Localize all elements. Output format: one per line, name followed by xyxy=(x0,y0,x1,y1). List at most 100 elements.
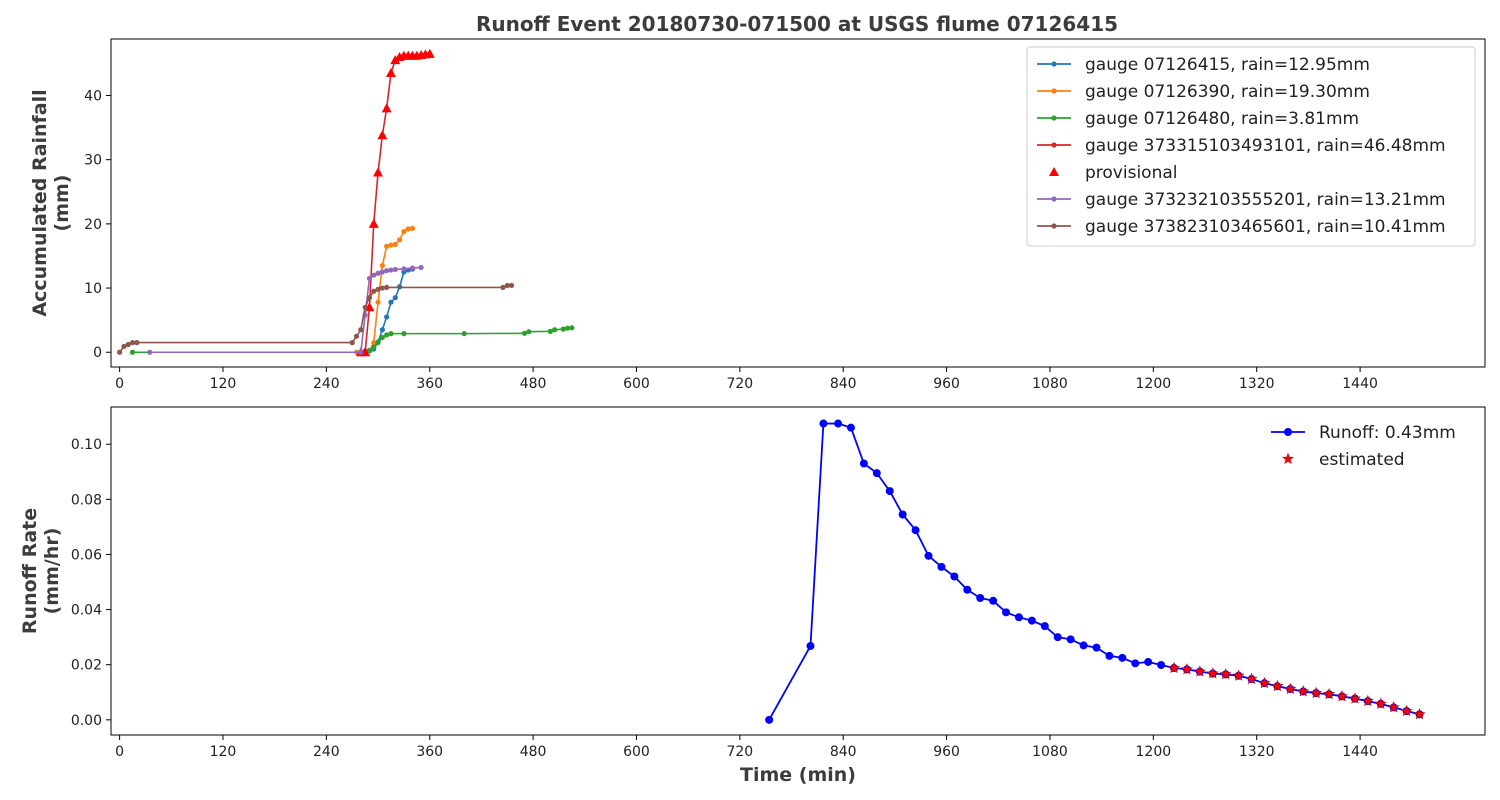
data-point xyxy=(385,68,396,78)
legend-entry: gauge 373315103493101, rain=46.48mm xyxy=(1037,136,1446,156)
data-point xyxy=(859,459,868,468)
data-point xyxy=(1413,707,1426,720)
legend-marker xyxy=(1051,115,1057,121)
x-tick-label: 0 xyxy=(115,376,124,392)
data-point xyxy=(388,242,394,248)
plot-frame xyxy=(110,406,1486,736)
data-point xyxy=(1348,692,1361,704)
y-tick-label: 0.04 xyxy=(71,603,102,619)
legend-label: estimated xyxy=(1319,450,1405,470)
data-point xyxy=(552,327,558,333)
data-point xyxy=(409,265,416,271)
y-tick-label: 0.02 xyxy=(71,658,102,674)
data-point xyxy=(388,267,394,273)
data-point xyxy=(508,282,515,289)
data-point xyxy=(765,715,774,724)
data-point xyxy=(358,349,364,355)
x-tick-label: 1080 xyxy=(1032,376,1068,392)
series-gauge-373232103555201-rain-13-21mm xyxy=(147,264,424,355)
legend-label: gauge 373315103493101, rain=46.48mm xyxy=(1085,136,1446,156)
legend-marker xyxy=(1284,428,1292,436)
data-point xyxy=(1219,667,1232,680)
legend-entry: gauge 07126480, rain=3.81mm xyxy=(1037,109,1359,129)
data-point xyxy=(388,299,394,305)
data-point xyxy=(1335,690,1349,702)
data-point xyxy=(1374,697,1387,710)
x-tick-label: 0 xyxy=(115,744,124,760)
data-point xyxy=(375,270,381,276)
data-point xyxy=(560,326,566,332)
data-point xyxy=(1284,682,1297,695)
legend-label: gauge 07126390, rain=19.30mm xyxy=(1085,82,1370,102)
data-point xyxy=(1002,608,1011,617)
x-tick-label: 1200 xyxy=(1136,744,1172,760)
data-point xyxy=(147,349,153,355)
data-point xyxy=(1040,622,1049,631)
data-point xyxy=(409,225,416,231)
data-point xyxy=(1361,694,1374,707)
y-tick-label: 0.10 xyxy=(71,437,102,453)
x-tick-label: 960 xyxy=(933,376,960,392)
data-point xyxy=(371,344,377,350)
plot-area xyxy=(117,48,575,357)
data-point xyxy=(504,282,510,289)
data-point xyxy=(366,348,373,354)
data-point xyxy=(846,423,855,432)
legend-entry: provisional xyxy=(1049,163,1178,183)
data-point xyxy=(569,325,575,331)
data-point xyxy=(424,48,435,58)
data-point xyxy=(362,304,368,310)
data-point xyxy=(379,285,385,291)
x-tick-label: 1080 xyxy=(1032,744,1068,760)
y-axis-label-line: (mm/hr) xyxy=(41,528,63,615)
y-tick-label: 0.08 xyxy=(71,492,102,508)
data-point xyxy=(1167,661,1181,674)
legend-marker xyxy=(1049,167,1059,176)
data-point xyxy=(461,331,467,337)
data-point xyxy=(1323,687,1336,700)
data-point xyxy=(379,269,385,275)
data-point xyxy=(872,469,881,478)
data-point xyxy=(834,419,843,428)
data-point xyxy=(405,226,411,232)
data-point xyxy=(1193,665,1206,677)
legend: Runoff: 0.43mm estimated xyxy=(1271,423,1456,470)
data-point xyxy=(950,572,959,581)
x-axis-label: Time (min) xyxy=(740,764,856,786)
data-point xyxy=(129,349,136,355)
data-point xyxy=(1014,613,1023,622)
data-point xyxy=(564,325,571,331)
y-axis-label: Runoff Rate(mm/hr) xyxy=(19,508,63,634)
data-point xyxy=(418,264,424,271)
data-point xyxy=(1206,667,1219,679)
data-point xyxy=(379,262,385,269)
data-point xyxy=(375,340,381,346)
data-point xyxy=(1066,635,1075,644)
data-point xyxy=(1157,660,1166,669)
x-tick-label: 720 xyxy=(726,376,753,392)
x-tick-label: 1440 xyxy=(1342,376,1378,392)
y-tick-label: 20 xyxy=(84,217,102,233)
y-tick-label: 10 xyxy=(84,281,102,297)
data-point xyxy=(989,596,998,605)
data-point xyxy=(371,340,377,346)
data-point xyxy=(1105,651,1114,660)
legend-entry: Runoff: 0.43mm xyxy=(1271,423,1456,443)
plot-frame xyxy=(110,38,1486,368)
data-point xyxy=(1180,663,1194,675)
data-point xyxy=(375,299,381,305)
x-tick-label: 480 xyxy=(520,744,547,760)
runoff-panel: 0 120 240 360 480 600 720 840 960 1080 1200 1320 144… xyxy=(19,406,1486,786)
data-point xyxy=(377,130,388,140)
data-point xyxy=(366,295,373,301)
legend-label: Runoff: 0.43mm xyxy=(1319,423,1456,443)
data-point xyxy=(129,340,136,346)
rainfall-panel: 0 120 240 360 480 600 720 840 960 1080 1200 1320 144… xyxy=(29,38,1486,392)
x-tick-label: 1440 xyxy=(1342,744,1378,760)
legend-marker xyxy=(1051,142,1057,148)
y-tick-label: 0.00 xyxy=(71,713,102,729)
data-point xyxy=(1092,643,1101,652)
data-point xyxy=(1144,657,1153,666)
series-gauge-373823103465601-rain-10-41mm xyxy=(117,282,515,355)
x-tick-label: 240 xyxy=(313,376,340,392)
